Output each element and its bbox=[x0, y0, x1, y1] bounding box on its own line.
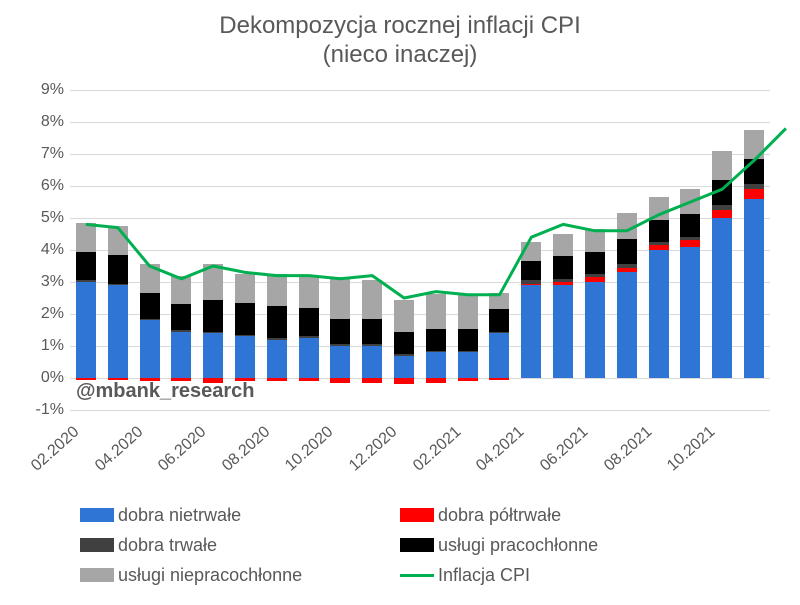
gridline bbox=[70, 410, 770, 411]
legend-swatch bbox=[80, 538, 114, 552]
legend-item-dobra-poltrwale: dobra półtrwałe bbox=[400, 500, 720, 530]
y-tick-label: 3% bbox=[4, 273, 64, 291]
x-tick-label: 04.2020 bbox=[92, 423, 147, 475]
legend-item-uslugi-niepracochlonne: usługi niepracochłonne bbox=[80, 560, 400, 590]
x-tick-label: 10.2020 bbox=[282, 423, 337, 475]
legend-label: Inflacja CPI bbox=[438, 565, 530, 586]
watermark: @mbank_research bbox=[76, 380, 255, 403]
y-tick-label: 8% bbox=[4, 113, 64, 131]
y-tick-label: -1% bbox=[4, 401, 64, 419]
legend-line bbox=[400, 574, 434, 577]
legend-item-inflacja-cpi: Inflacja CPI bbox=[400, 560, 720, 590]
y-tick-label: 1% bbox=[4, 337, 64, 355]
cpi-line-svg bbox=[70, 90, 770, 410]
legend-label: usługi niepracochłonne bbox=[118, 565, 302, 586]
legend-label: usługi pracochłonne bbox=[438, 535, 598, 556]
x-tick-label: 06.2020 bbox=[155, 423, 210, 475]
x-tick-label: 02.2020 bbox=[28, 423, 83, 475]
chart-title: Dekompozycja rocznej inflacji CPI (nieco… bbox=[0, 0, 800, 70]
x-tick-label: 12.2020 bbox=[346, 423, 401, 475]
x-tick-label: 10.2021 bbox=[664, 423, 719, 475]
legend-item-dobra-nietrwale: dobra nietrwałe bbox=[80, 500, 400, 530]
title-line-1: Dekompozycja rocznej inflacji CPI bbox=[219, 12, 580, 39]
y-tick-label: 9% bbox=[4, 81, 64, 99]
y-tick-label: 7% bbox=[4, 145, 64, 163]
y-tick-label: 4% bbox=[4, 241, 64, 259]
x-axis-labels: 02.202004.202006.202008.202010.202012.20… bbox=[70, 420, 770, 500]
x-tick-label: 02.2021 bbox=[410, 423, 465, 475]
x-tick-label: 04.2021 bbox=[473, 423, 528, 475]
legend-item-dobra-trwale: dobra trwałe bbox=[80, 530, 400, 560]
y-tick-label: 0% bbox=[4, 369, 64, 387]
x-tick-label: 08.2020 bbox=[219, 423, 274, 475]
legend-swatch bbox=[80, 568, 114, 582]
legend: dobra nietrwałe dobra półtrwałe dobra tr… bbox=[80, 500, 720, 590]
legend-label: dobra półtrwałe bbox=[438, 505, 561, 526]
chart-area: -1%0%1%2%3%4%5%6%7%8%9% bbox=[70, 90, 770, 410]
legend-label: dobra trwałe bbox=[118, 535, 217, 556]
y-tick-label: 6% bbox=[4, 177, 64, 195]
legend-label: dobra nietrwałe bbox=[118, 505, 241, 526]
y-tick-label: 2% bbox=[4, 305, 64, 323]
legend-item-uslugi-pracochlonne: usługi pracochłonne bbox=[400, 530, 720, 560]
x-tick-label: 06.2021 bbox=[537, 423, 592, 475]
legend-swatch bbox=[400, 538, 434, 552]
y-tick-label: 5% bbox=[4, 209, 64, 227]
x-tick-label: 08.2021 bbox=[601, 423, 656, 475]
cpi-line bbox=[86, 128, 786, 298]
title-line-2: (nieco inaczej) bbox=[323, 41, 478, 68]
legend-swatch bbox=[80, 508, 114, 522]
legend-swatch bbox=[400, 508, 434, 522]
